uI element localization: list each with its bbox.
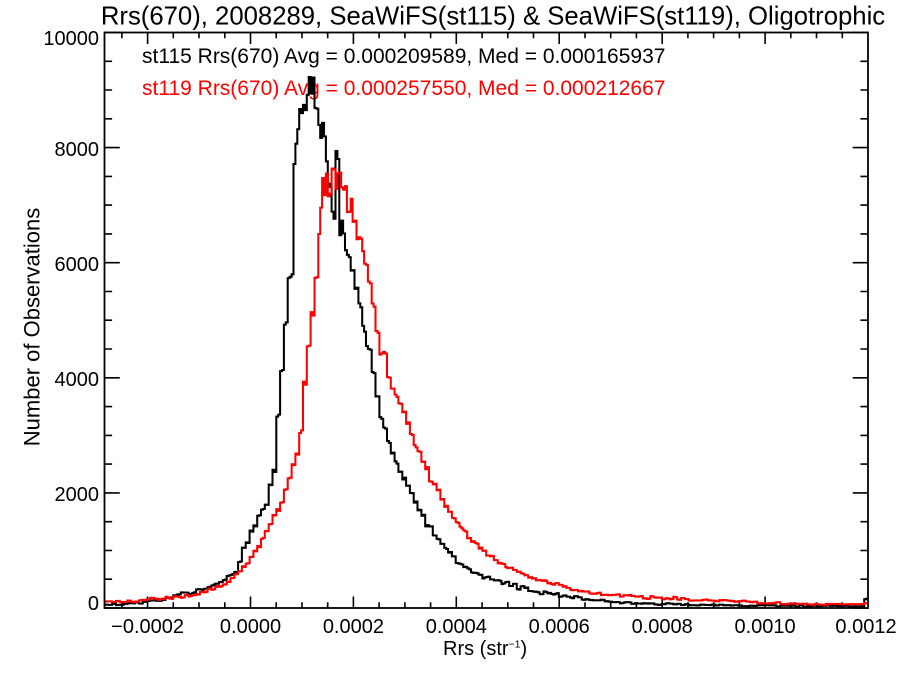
svg-text:0.0012: 0.0012 xyxy=(835,616,896,638)
svg-text:−0.0002: −0.0002 xyxy=(111,616,184,638)
svg-text:0.0000: 0.0000 xyxy=(220,616,281,638)
svg-text:0.0010: 0.0010 xyxy=(735,616,796,638)
svg-text:4000: 4000 xyxy=(55,369,100,391)
svg-text:st119 Rrs(670) Avg = 0.0002575: st119 Rrs(670) Avg = 0.000257550, Med = … xyxy=(142,77,665,100)
svg-text:Rrs(670), 2008289, SeaWiFS(st1: Rrs(670), 2008289, SeaWiFS(st115) & SeaW… xyxy=(101,3,885,31)
svg-text:0: 0 xyxy=(88,593,99,615)
svg-text:st115 Rrs(670) Avg = 0.0002095: st115 Rrs(670) Avg = 0.000209589, Med = … xyxy=(142,45,665,68)
svg-text:Rrs (str−1): Rrs (str−1) xyxy=(443,638,527,660)
svg-text:6000: 6000 xyxy=(55,254,100,276)
svg-text:0.0008: 0.0008 xyxy=(632,616,693,638)
svg-text:8000: 8000 xyxy=(55,139,100,161)
svg-text:0.0006: 0.0006 xyxy=(529,616,590,638)
svg-text:10000: 10000 xyxy=(43,28,99,50)
svg-text:0.0002: 0.0002 xyxy=(323,616,384,638)
svg-text:2000: 2000 xyxy=(55,484,100,506)
svg-text:Number of Observations: Number of Observations xyxy=(20,208,45,446)
svg-text:0.0004: 0.0004 xyxy=(426,616,487,638)
